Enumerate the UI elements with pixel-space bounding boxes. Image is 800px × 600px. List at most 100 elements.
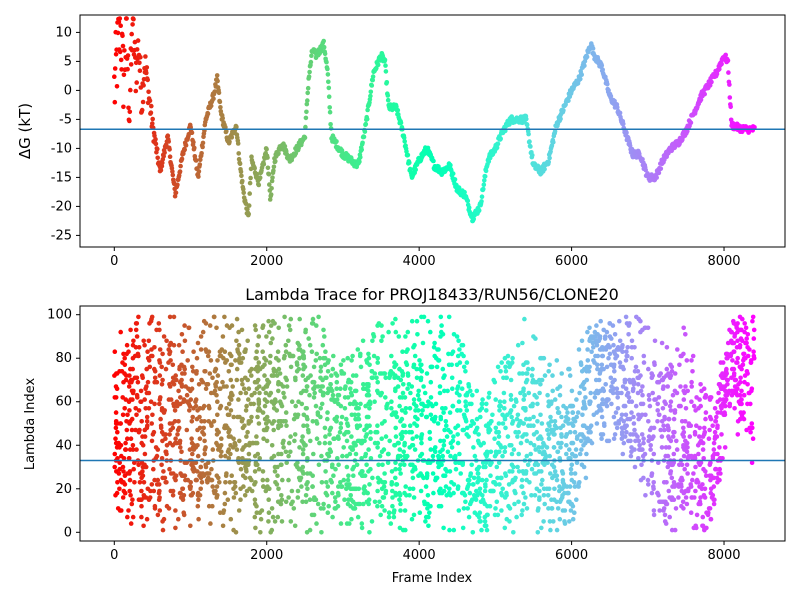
data-point <box>627 321 632 326</box>
data-point <box>152 503 158 509</box>
data-point <box>708 490 714 496</box>
data-point <box>311 451 316 457</box>
data-point <box>281 355 287 361</box>
data-point <box>293 412 298 418</box>
data-point <box>689 399 694 405</box>
data-point <box>157 488 162 494</box>
data-point <box>170 375 176 381</box>
bottom-chart-title: Lambda Trace for PROJ18433/RUN56/CLONE20 <box>245 285 619 304</box>
data-point <box>438 438 443 444</box>
data-point <box>201 425 206 431</box>
data-point <box>262 403 268 409</box>
data-point <box>253 366 258 372</box>
data-point <box>286 477 291 483</box>
data-point <box>327 105 333 110</box>
data-point <box>240 416 245 422</box>
data-point <box>115 429 120 435</box>
data-point <box>377 499 382 505</box>
data-point <box>578 76 583 82</box>
data-point <box>257 384 262 389</box>
data-point <box>552 397 558 402</box>
data-point <box>254 171 260 177</box>
data-point <box>272 519 278 524</box>
data-point <box>389 406 394 411</box>
data-point <box>578 438 584 444</box>
data-point <box>255 377 261 383</box>
data-point <box>440 366 446 372</box>
data-point <box>226 456 232 461</box>
data-point <box>668 399 674 405</box>
data-point <box>727 403 732 409</box>
data-point <box>511 403 517 409</box>
data-point <box>451 434 456 439</box>
data-point <box>661 423 666 429</box>
data-point <box>368 89 374 95</box>
data-point <box>689 384 694 389</box>
data-point <box>115 506 121 511</box>
data-point <box>377 371 383 376</box>
data-point <box>667 375 673 381</box>
data-point <box>304 423 310 429</box>
data-point <box>138 55 143 60</box>
data-point <box>160 377 165 383</box>
data-point <box>366 469 371 474</box>
data-point <box>289 488 295 494</box>
data-point <box>433 477 438 483</box>
data-point <box>389 469 395 474</box>
data-point <box>138 388 144 394</box>
data-point <box>370 77 376 83</box>
data-point <box>154 379 160 385</box>
data-point <box>693 488 698 494</box>
data-point <box>273 480 278 485</box>
data-point <box>737 345 743 350</box>
data-point <box>476 208 482 213</box>
data-point <box>463 403 469 409</box>
data-point <box>699 486 705 492</box>
data-point <box>608 93 614 99</box>
data-point <box>697 434 702 439</box>
data-point <box>240 382 245 387</box>
data-point <box>466 477 472 483</box>
data-point <box>542 451 548 457</box>
data-point <box>727 95 733 100</box>
data-point <box>338 403 344 409</box>
data-point <box>397 497 402 503</box>
data-point <box>195 443 200 448</box>
data-point <box>163 366 169 372</box>
data-point <box>393 475 398 481</box>
data-point <box>137 60 142 66</box>
data-point <box>325 510 331 515</box>
data-point <box>559 414 564 420</box>
data-point <box>484 527 490 533</box>
data-point <box>734 360 739 365</box>
data-point <box>158 395 163 400</box>
data-point <box>268 353 273 359</box>
data-point <box>404 349 409 355</box>
data-point <box>128 493 133 498</box>
data-point <box>252 514 258 520</box>
data-point <box>421 384 426 389</box>
data-point <box>222 501 228 507</box>
data-point <box>482 514 488 520</box>
data-point <box>353 373 359 378</box>
data-point <box>557 484 562 489</box>
data-point <box>198 347 204 352</box>
data-point <box>636 456 641 461</box>
data-point <box>385 97 391 103</box>
data-point <box>435 460 441 466</box>
data-point <box>390 321 395 326</box>
data-point <box>660 406 666 411</box>
data-point <box>548 401 554 407</box>
data-point <box>551 432 556 437</box>
data-point <box>458 471 464 476</box>
data-point <box>153 136 158 142</box>
data-point <box>642 451 648 457</box>
data-point <box>716 390 721 396</box>
data-point <box>277 371 283 376</box>
data-point <box>330 514 335 520</box>
data-point <box>610 379 615 385</box>
data-point <box>125 436 130 442</box>
data-point <box>224 323 230 328</box>
data-point <box>220 523 226 529</box>
data-point <box>145 77 150 83</box>
